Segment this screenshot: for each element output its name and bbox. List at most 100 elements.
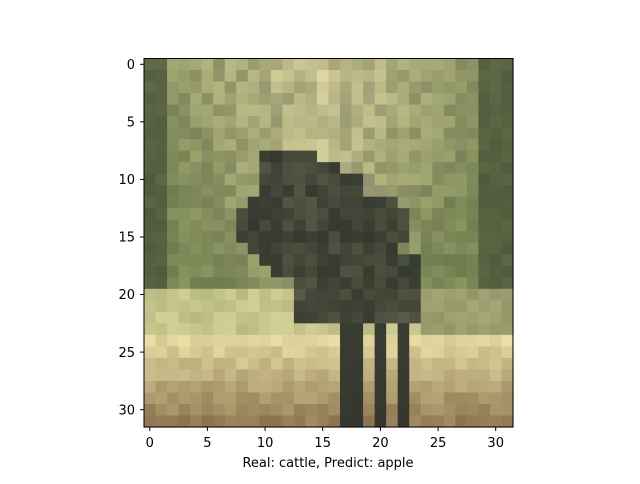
image-pixel xyxy=(316,116,330,129)
image-pixel xyxy=(155,231,168,244)
image-pixel xyxy=(316,208,330,221)
image-pixel xyxy=(466,116,480,129)
image-pixel xyxy=(201,254,214,267)
image-pixel xyxy=(328,357,341,371)
image-pixel xyxy=(432,242,445,255)
image-pixel xyxy=(270,70,283,83)
image-pixel xyxy=(190,392,203,405)
image-pixel xyxy=(259,139,272,152)
image-pixel xyxy=(201,369,214,382)
image-pixel xyxy=(259,81,272,94)
image-pixel xyxy=(201,173,214,186)
image-pixel xyxy=(201,277,214,290)
image-pixel xyxy=(270,254,283,267)
image-pixel xyxy=(478,415,491,428)
image-pixel xyxy=(363,81,376,94)
y-tick: 25 xyxy=(118,346,144,361)
image-pixel xyxy=(167,81,180,94)
image-pixel xyxy=(501,380,514,394)
image-pixel xyxy=(420,219,433,232)
image-pixel xyxy=(409,70,422,83)
image-pixel xyxy=(167,208,180,221)
image-pixel xyxy=(443,104,456,117)
image-pixel xyxy=(270,403,283,417)
image-pixel xyxy=(270,116,283,129)
image-pixel xyxy=(455,403,468,417)
image-pixel xyxy=(316,150,330,163)
image-pixel xyxy=(259,127,272,140)
y-tick: 0 xyxy=(127,58,144,73)
image-pixel xyxy=(167,311,180,324)
image-pixel xyxy=(340,127,353,140)
image-pixel xyxy=(236,196,249,209)
image-pixel xyxy=(224,81,237,94)
image-pixel xyxy=(478,265,491,278)
image-pixel xyxy=(236,58,249,71)
image-pixel xyxy=(432,311,445,324)
image-pixel xyxy=(282,369,295,382)
image-pixel xyxy=(259,58,272,71)
image-pixel xyxy=(293,265,307,278)
image-pixel xyxy=(501,242,514,255)
image-pixel xyxy=(305,254,318,267)
image-pixel xyxy=(363,311,376,324)
image-pixel xyxy=(167,323,180,336)
x-tick: 20 xyxy=(372,427,389,451)
image-pixel xyxy=(236,139,249,152)
image-pixel xyxy=(455,93,468,106)
image-pixel xyxy=(236,231,249,244)
image-pixel xyxy=(351,277,364,290)
image-pixel xyxy=(270,288,283,301)
image-pixel xyxy=(167,231,180,244)
image-pixel xyxy=(224,415,237,428)
image-pixel xyxy=(478,185,491,198)
image-pixel xyxy=(397,70,410,83)
image-pixel xyxy=(213,150,226,163)
image-pixel xyxy=(443,300,456,313)
image-pixel xyxy=(155,104,168,117)
x-tick-label: 10 xyxy=(257,436,274,451)
image-pixel xyxy=(247,162,260,175)
image-pixel xyxy=(432,150,445,163)
image-pixel xyxy=(293,116,307,129)
image-pixel xyxy=(478,288,491,301)
image-pixel xyxy=(443,323,456,336)
image-pixel xyxy=(167,380,180,394)
image-pixel xyxy=(259,265,272,278)
image-pixel xyxy=(328,403,341,417)
image-pixel xyxy=(270,185,283,198)
image-pixel xyxy=(213,81,226,94)
image-pixel xyxy=(201,300,214,313)
image-pixel xyxy=(328,139,341,152)
image-pixel xyxy=(432,162,445,175)
image-pixel xyxy=(293,392,307,405)
image-pixel xyxy=(397,185,410,198)
image-pixel xyxy=(351,116,364,129)
image-pixel xyxy=(363,150,376,163)
image-pixel xyxy=(259,208,272,221)
image-pixel xyxy=(501,288,514,301)
image-pixel xyxy=(259,173,272,186)
image-pixel xyxy=(259,277,272,290)
image-pixel xyxy=(213,380,226,394)
image-pixel xyxy=(270,219,283,232)
image-pixel xyxy=(144,150,157,163)
image-pixel xyxy=(340,415,353,428)
image-pixel xyxy=(363,277,376,290)
image-pixel xyxy=(351,265,364,278)
image-pixel xyxy=(236,162,249,175)
image-pixel xyxy=(282,300,295,313)
image-pixel xyxy=(409,277,422,290)
image-pixel xyxy=(213,369,226,382)
image-pixel xyxy=(155,58,168,71)
image-pixel xyxy=(178,311,191,324)
image-pixel xyxy=(340,231,353,244)
image-pixel xyxy=(155,185,168,198)
image-pixel xyxy=(374,334,387,347)
image-pixel xyxy=(201,208,214,221)
image-pixel xyxy=(178,277,191,290)
image-pixel xyxy=(224,58,237,71)
image-pixel xyxy=(420,415,433,428)
image-pixel xyxy=(144,208,157,221)
image-pixel xyxy=(155,196,168,209)
